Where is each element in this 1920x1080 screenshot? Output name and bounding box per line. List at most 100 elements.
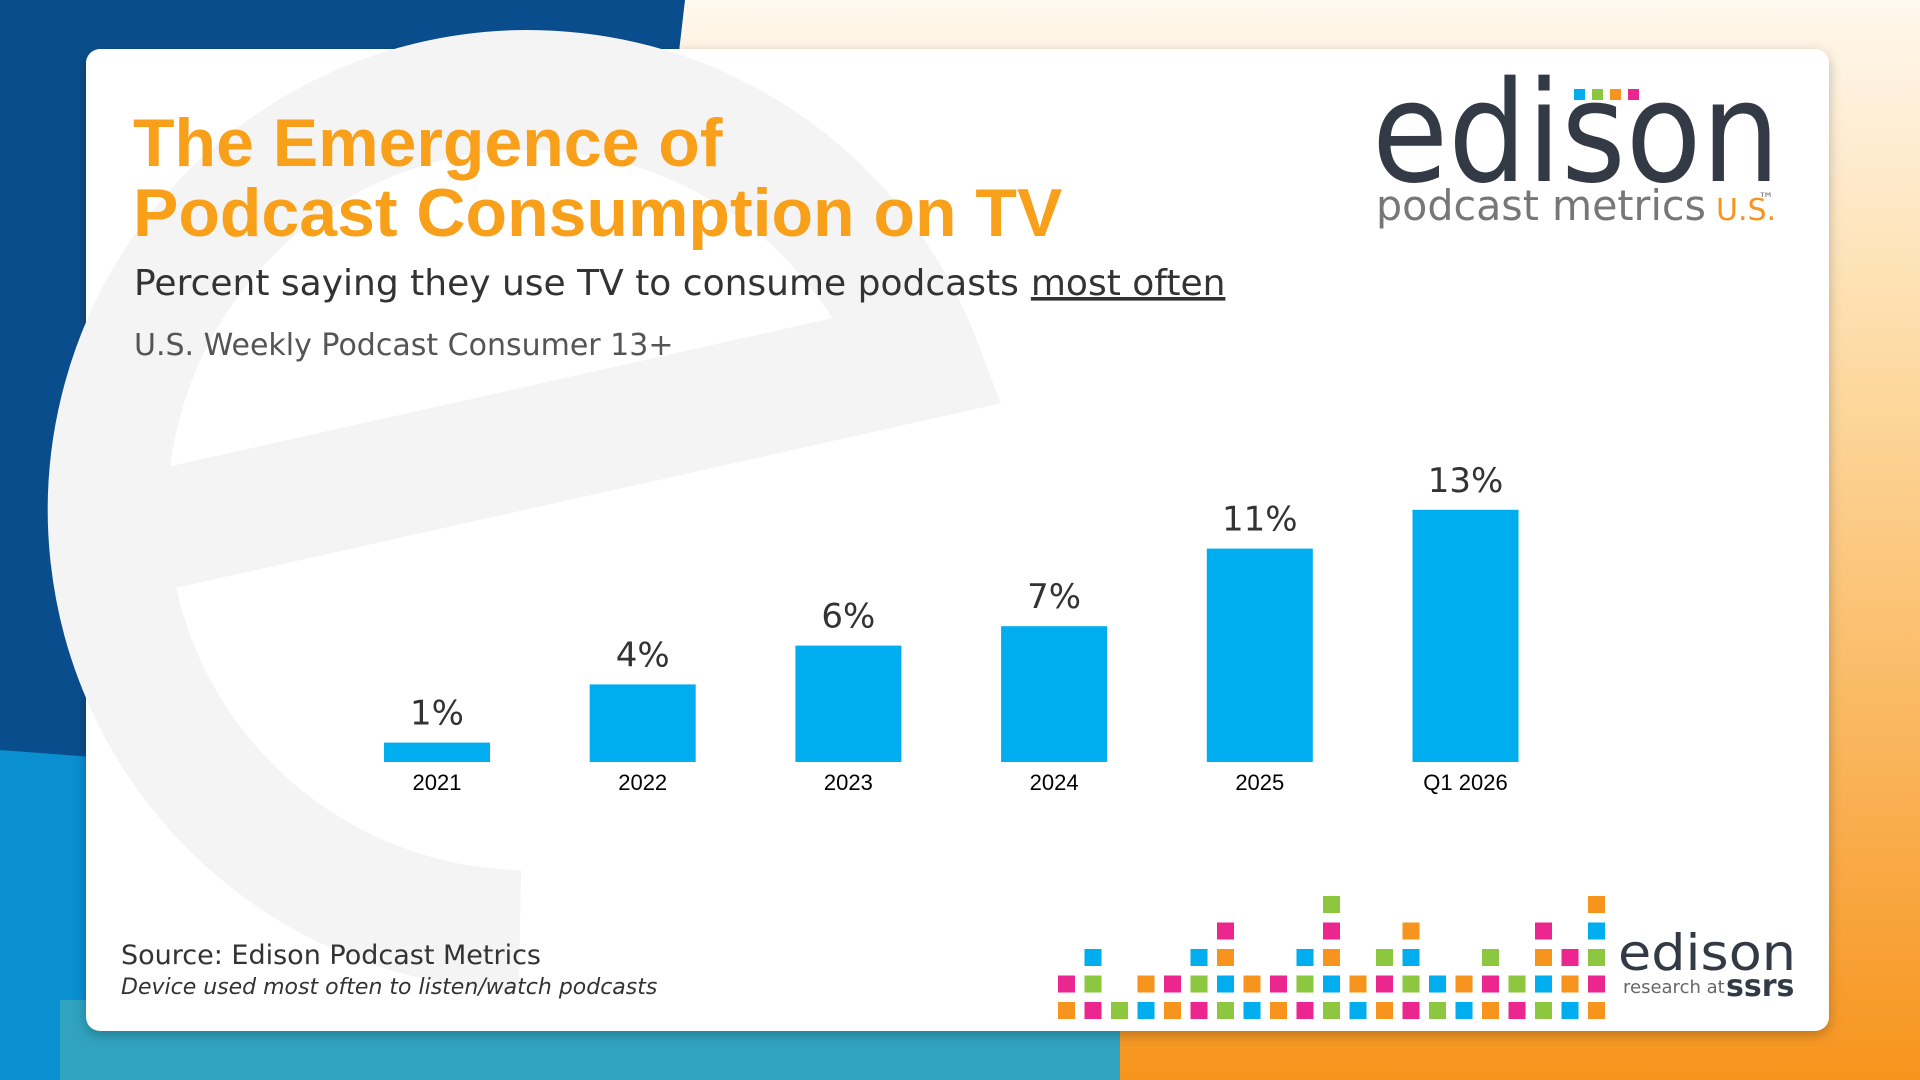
equalizer-square <box>1455 975 1473 993</box>
bar <box>384 742 490 762</box>
equalizer-square <box>1402 949 1420 966</box>
equalizer-square <box>1508 1002 1526 1019</box>
equalizer-square <box>1243 975 1261 993</box>
equalizer-square <box>1535 975 1552 993</box>
logo: edison podcast metrics U.S. ™ <box>1372 52 1780 230</box>
equalizer-square <box>1482 975 1499 993</box>
equalizer-square <box>1376 949 1393 966</box>
equalizer-square <box>1190 949 1208 966</box>
value-label: 6% <box>821 597 875 637</box>
chart-base: U.S. Weekly Podcast Consumer 13+ <box>134 328 673 363</box>
bar <box>1412 509 1519 762</box>
equalizer-square <box>1482 1002 1499 1019</box>
equalizer-square <box>1429 975 1446 993</box>
equalizer-square <box>1190 975 1208 993</box>
equalizer-square <box>1402 975 1420 993</box>
equalizer-square <box>1402 922 1420 940</box>
equalizer-square <box>1535 922 1552 940</box>
equalizer-square <box>1508 975 1526 993</box>
equalizer-square <box>1296 949 1314 966</box>
equalizer-square <box>1323 975 1340 993</box>
logo-name: edison <box>1372 52 1780 215</box>
equalizer-square <box>1376 975 1393 993</box>
equalizer-square <box>1482 949 1499 966</box>
chart-subtitle: Percent saying they use TV to consume po… <box>134 263 1225 304</box>
equalizer-square <box>1058 975 1075 993</box>
x-tick-label: Q1 2026 <box>1423 770 1507 795</box>
value-label: 4% <box>616 635 670 675</box>
equalizer-square <box>1561 1002 1579 1019</box>
source-note: Device used most often to listen/watch p… <box>121 975 657 1000</box>
equalizer-square <box>1323 922 1340 940</box>
equalizer-square <box>1349 975 1367 993</box>
equalizer-square <box>1137 1002 1155 1019</box>
equalizer-square <box>1296 975 1314 993</box>
equalizer-square <box>1588 949 1605 966</box>
equalizer-square <box>1084 949 1102 966</box>
equalizer-square <box>1137 975 1155 993</box>
equalizer-square <box>1588 896 1605 913</box>
value-label: 13% <box>1428 461 1504 501</box>
equalizer-square <box>1084 975 1102 993</box>
bar <box>1001 626 1108 762</box>
card <box>86 49 1829 1031</box>
subtitle-emphasis: most often <box>1031 263 1226 304</box>
bar <box>795 645 902 762</box>
equalizer-square <box>1429 1002 1446 1019</box>
footer-tagline: research at <box>1623 977 1725 998</box>
logo-dot <box>1592 89 1603 100</box>
chart-title: The Emergence of <box>133 105 723 181</box>
logo-region: U.S. <box>1716 193 1776 228</box>
equalizer-square <box>1217 1002 1234 1019</box>
value-label: 1% <box>410 694 464 734</box>
x-tick-label: 2024 <box>1030 770 1079 795</box>
equalizer-square <box>1323 949 1340 966</box>
equalizer-square <box>1296 1002 1314 1019</box>
equalizer-square <box>1217 922 1234 940</box>
equalizer-square <box>1164 1002 1181 1019</box>
equalizer-graphic <box>1058 896 1605 1019</box>
equalizer-square <box>1588 975 1605 993</box>
equalizer-square <box>1455 1002 1473 1019</box>
equalizer-square <box>1349 1002 1367 1019</box>
subtitle-text: Percent saying they use TV to consume po… <box>134 263 1019 304</box>
source: Source: Edison Podcast Metrics <box>121 940 541 971</box>
chart-title: Podcast Consumption on TV <box>133 175 1062 251</box>
logo-dot <box>1610 89 1621 100</box>
watermark <box>47 30 1001 990</box>
equalizer-square <box>1217 975 1234 993</box>
equalizer-square <box>1535 949 1552 966</box>
x-tick-label: 2021 <box>413 770 462 795</box>
equalizer-square <box>1217 949 1234 966</box>
equalizer-square <box>1588 922 1605 940</box>
equalizer-square <box>1323 896 1340 913</box>
value-label: 7% <box>1027 577 1081 617</box>
x-tick-label: 2025 <box>1235 770 1284 795</box>
equalizer-square <box>1588 1002 1605 1019</box>
footer-brand: edison <box>1618 924 1796 982</box>
equalizer-square <box>1270 975 1287 993</box>
equalizer-square <box>1084 1002 1102 1019</box>
equalizer-square <box>1402 1002 1420 1019</box>
equalizer-square <box>1190 1002 1208 1019</box>
equalizer-square <box>1243 1002 1261 1019</box>
x-tick-label: 2022 <box>618 770 667 795</box>
equalizer-square <box>1323 1002 1340 1019</box>
logo-product: podcast metrics <box>1376 181 1706 230</box>
logo-dot <box>1574 89 1585 100</box>
equalizer-square <box>1058 1002 1075 1019</box>
equalizer-square <box>1111 1002 1128 1019</box>
footer-parent: ssrs <box>1726 969 1794 1004</box>
logo-dot <box>1628 89 1639 100</box>
bar <box>1206 548 1313 762</box>
equalizer-square <box>1535 1002 1552 1019</box>
equalizer-square <box>1561 949 1579 966</box>
equalizer-square <box>1561 975 1579 993</box>
equalizer-square <box>1164 975 1181 993</box>
logo-mark: ™ <box>1758 189 1774 208</box>
value-label: 11% <box>1222 500 1298 540</box>
x-tick-label: 2023 <box>824 770 873 795</box>
bar <box>589 684 696 762</box>
